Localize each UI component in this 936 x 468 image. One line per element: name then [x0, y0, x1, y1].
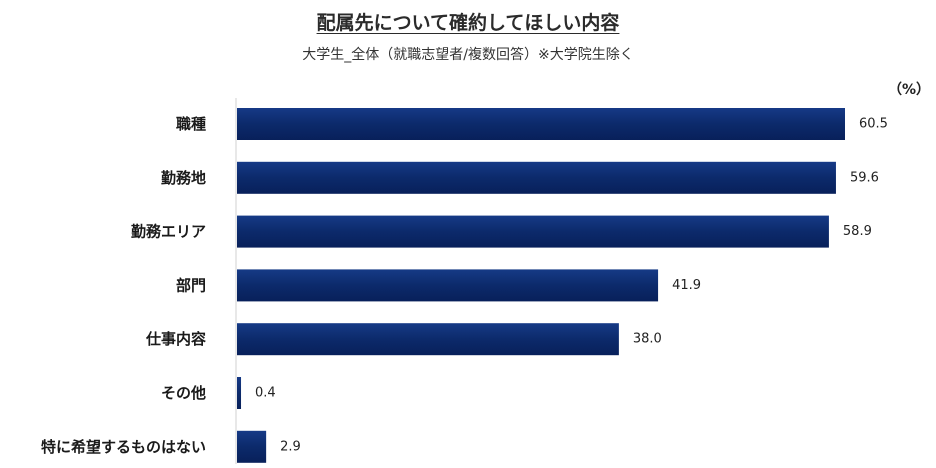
category-label: その他 [161, 384, 206, 402]
category-label: 勤務地 [161, 169, 206, 187]
value-label: 58.9 [843, 224, 872, 239]
bar [237, 161, 836, 194]
bar [237, 323, 619, 356]
bar [237, 269, 659, 302]
unit-label: （%） [887, 82, 930, 98]
bars-group: 職種 60.5 勤務地 59.6 勤務エリア 58.9 部門 41.9 仕事内容 38.0 その他 0… [41, 108, 888, 463]
bar [237, 377, 242, 409]
category-label: 仕事内容 [145, 330, 206, 348]
chart-title: 配属先について確約してほしい内容 [316, 12, 620, 34]
category-label: 特に希望するものはない [41, 438, 206, 456]
value-label: 41.9 [672, 278, 701, 293]
bar [237, 108, 845, 140]
category-label: 職種 [176, 115, 206, 133]
value-label: 2.9 [280, 439, 301, 454]
value-label: 0.4 [255, 386, 276, 401]
value-label: 60.5 [859, 117, 888, 132]
category-label: 勤務エリア [131, 223, 206, 241]
value-label: 59.6 [850, 170, 879, 185]
chart-subtitle: 大学生_全体（就職志望者/複数回答）※大学院生除く [302, 47, 634, 63]
bar [237, 430, 267, 463]
value-label: 38.0 [633, 332, 662, 347]
category-label: 部門 [176, 276, 206, 294]
bar [237, 215, 829, 248]
